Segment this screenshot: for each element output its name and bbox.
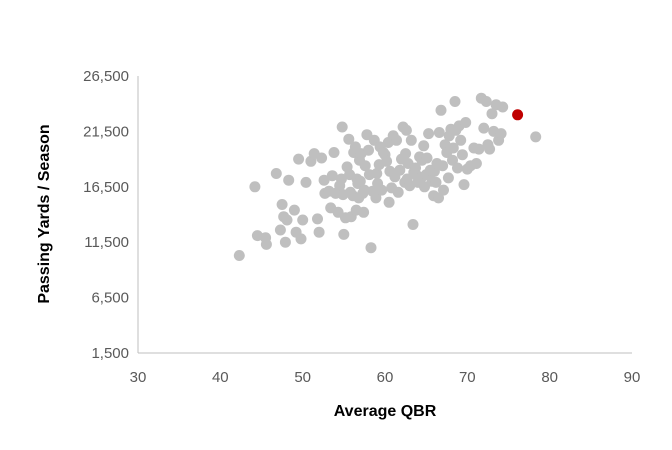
y-tick-label: 21,500 [83,123,129,140]
y-tick-labels: 1,500 6,500 11,500 16,500 21,500 26,500 [83,68,129,362]
data-point [338,228,350,240]
data-point [381,155,393,167]
data-point [442,172,454,184]
x-tick-labels: 30 40 50 60 70 80 90 [130,369,641,386]
data-point [288,204,300,216]
data-point [383,196,395,208]
data-point [297,214,309,226]
data-point [371,168,383,179]
data-point [449,96,461,107]
data-point [458,179,470,191]
data-point [391,134,402,146]
data-point [447,154,458,166]
x-axis-title: Average QBR [334,403,437,420]
data-point [370,192,382,204]
data-point [274,224,286,236]
data-point [376,184,388,196]
data-point [460,117,472,128]
data-point [495,128,507,140]
data-point [435,104,447,116]
data-point [473,143,485,155]
data-point [318,174,330,186]
data-point [400,124,412,136]
data-point [455,134,467,146]
data-point [430,176,442,188]
data-point [418,140,430,152]
data-point [421,152,433,164]
data-point [313,226,325,238]
x-tick-label: 80 [541,369,558,386]
data-point [437,160,449,172]
data-point [363,144,374,156]
data-point [392,186,404,198]
data-point [233,250,245,261]
data-point [470,158,482,169]
data-point [276,199,288,210]
data-point [478,122,490,134]
data-point [433,127,445,138]
data-point [354,175,366,187]
data-point [423,128,435,140]
data-point [484,143,496,155]
highlighted-data-point [512,109,524,121]
data-point [293,153,305,165]
data-point [316,152,328,164]
data-point [438,184,449,196]
y-tick-label: 11,500 [84,234,129,251]
data-point [279,236,291,248]
data-point [295,233,307,245]
data-point [480,96,492,107]
data-point [486,108,498,120]
data-point [300,176,312,188]
data-point [456,149,468,161]
y-tick-label: 26,500 [83,68,129,85]
data-point [328,147,340,158]
data-point [281,214,293,226]
data-point [358,206,370,218]
x-tick-label: 50 [294,369,311,386]
x-tick-label: 40 [212,369,229,386]
data-point [358,184,370,196]
points-layer [233,92,542,261]
data-point [394,164,406,176]
x-tick-label: 30 [130,369,147,386]
data-point [326,170,338,182]
x-tick-label: 90 [624,369,641,386]
data-point [407,219,419,230]
data-point [359,160,371,172]
data-point [405,134,417,146]
data-point [335,173,347,185]
y-axis-title: Passing Yards / Season [36,124,53,303]
y-tick-label: 16,500 [83,179,129,196]
data-point [336,121,348,133]
data-point [260,238,272,250]
y-tick-label: 6,500 [91,290,129,307]
data-point [283,174,295,186]
x-tick-label: 60 [377,369,394,386]
data-point [452,162,463,174]
y-tick-label: 1,500 [91,345,129,362]
data-point [400,148,412,160]
data-point [530,131,542,143]
data-point [249,181,261,193]
data-point [365,242,377,254]
data-point [447,142,459,154]
data-point [312,213,323,225]
data-point [343,133,355,145]
data-point [433,192,444,204]
data-point [270,168,282,179]
x-tick-label: 70 [459,369,476,386]
data-point [497,101,509,113]
